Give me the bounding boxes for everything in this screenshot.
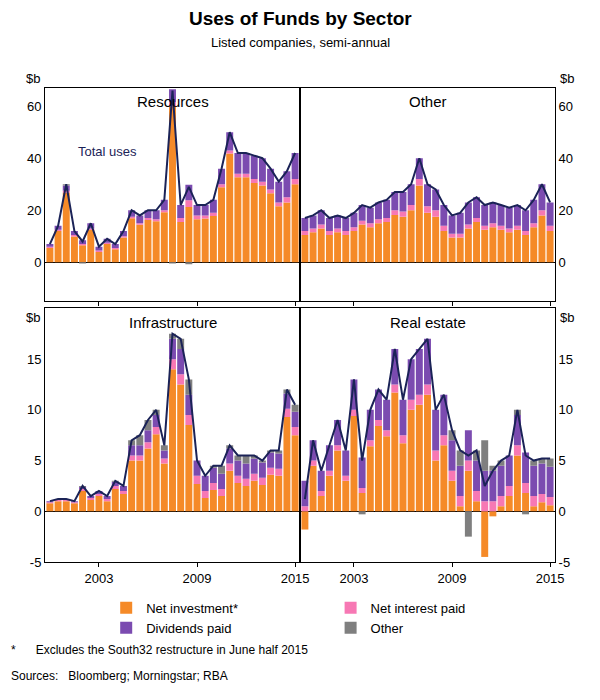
svg-text:* Excludes the South32 re: * Excludes the South32 restructure in Ju…: [11, 643, 308, 657]
svg-text:0: 0: [34, 255, 41, 270]
svg-text:5: 5: [34, 453, 41, 468]
svg-text:2009: 2009: [183, 571, 212, 586]
svg-text:$b: $b: [26, 310, 40, 325]
svg-text:60: 60: [27, 99, 41, 114]
svg-text:Listed companies, semi-annual: Listed companies, semi-annual: [211, 35, 390, 50]
svg-text:2009: 2009: [438, 571, 467, 586]
svg-text:40: 40: [559, 151, 573, 166]
svg-text:2015: 2015: [281, 571, 310, 586]
svg-text:2015: 2015: [536, 571, 565, 586]
svg-text:2003: 2003: [339, 571, 368, 586]
svg-text:Dividends paid: Dividends paid: [146, 621, 231, 636]
svg-text:0: 0: [559, 255, 566, 270]
svg-text:10: 10: [559, 402, 573, 417]
svg-text:15: 15: [559, 352, 573, 367]
svg-text:20: 20: [27, 203, 41, 218]
svg-text:Other: Other: [371, 621, 404, 636]
svg-text:Infrastructure: Infrastructure: [129, 314, 217, 331]
svg-text:15: 15: [27, 352, 41, 367]
svg-text:Other: Other: [409, 93, 447, 110]
svg-text:Net interest paid: Net interest paid: [371, 601, 466, 616]
svg-text:Resources: Resources: [137, 93, 209, 110]
svg-text:-5: -5: [559, 555, 571, 570]
svg-text:Real estate: Real estate: [390, 314, 466, 331]
svg-text:-5: -5: [30, 555, 42, 570]
svg-text:0: 0: [559, 504, 566, 519]
svg-text:0: 0: [34, 504, 41, 519]
svg-text:$b: $b: [560, 310, 574, 325]
svg-text:Total uses: Total uses: [78, 144, 137, 159]
svg-text:$b: $b: [26, 71, 40, 86]
svg-text:2003: 2003: [84, 571, 113, 586]
svg-text:10: 10: [27, 402, 41, 417]
svg-text:40: 40: [27, 151, 41, 166]
svg-text:60: 60: [559, 99, 573, 114]
svg-text:$b: $b: [560, 71, 574, 86]
svg-text:Uses of Funds by Sector: Uses of Funds by Sector: [189, 8, 412, 29]
svg-text:5: 5: [559, 453, 566, 468]
svg-text:20: 20: [559, 203, 573, 218]
svg-text:Net investment*: Net investment*: [146, 601, 238, 616]
svg-text:Sources: Bloomberg; Mornings: Sources: Bloomberg; Morningstar; RBA: [11, 669, 228, 683]
